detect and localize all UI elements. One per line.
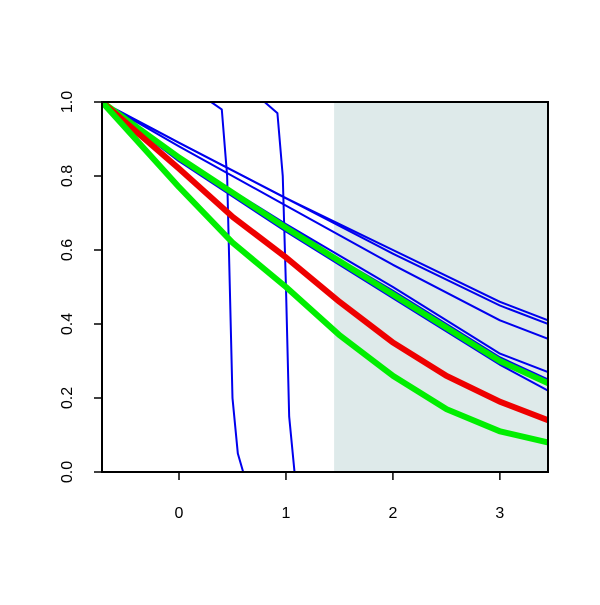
y-tick-label: 0.0 (59, 461, 76, 483)
x-tick-label: 3 (495, 505, 504, 522)
x-tick-label: 2 (388, 505, 397, 522)
series-line-5 (102, 102, 548, 340)
series-line-11 (102, 102, 548, 446)
series-line-9 (102, 102, 548, 387)
y-tick-label: 0.2 (59, 387, 76, 409)
shaded-region (334, 102, 548, 472)
y-tick-label: 0.6 (59, 239, 76, 261)
series-line-1 (102, 102, 548, 472)
series-line-10 (102, 102, 548, 424)
y-tick-label: 1.0 (59, 91, 76, 113)
series-line-4 (102, 102, 548, 325)
axes: 0 1 2 3 0.0 0.2 0.4 0.6 0.8 1.0 (59, 91, 549, 522)
y-tick-label: 0.4 (59, 313, 76, 335)
x-tick-label: 0 (175, 505, 184, 522)
plot-area (102, 102, 548, 472)
y-tick-label: 0.8 (59, 165, 76, 187)
x-tick-label: 1 (282, 505, 291, 522)
plot-frame (101, 101, 549, 473)
